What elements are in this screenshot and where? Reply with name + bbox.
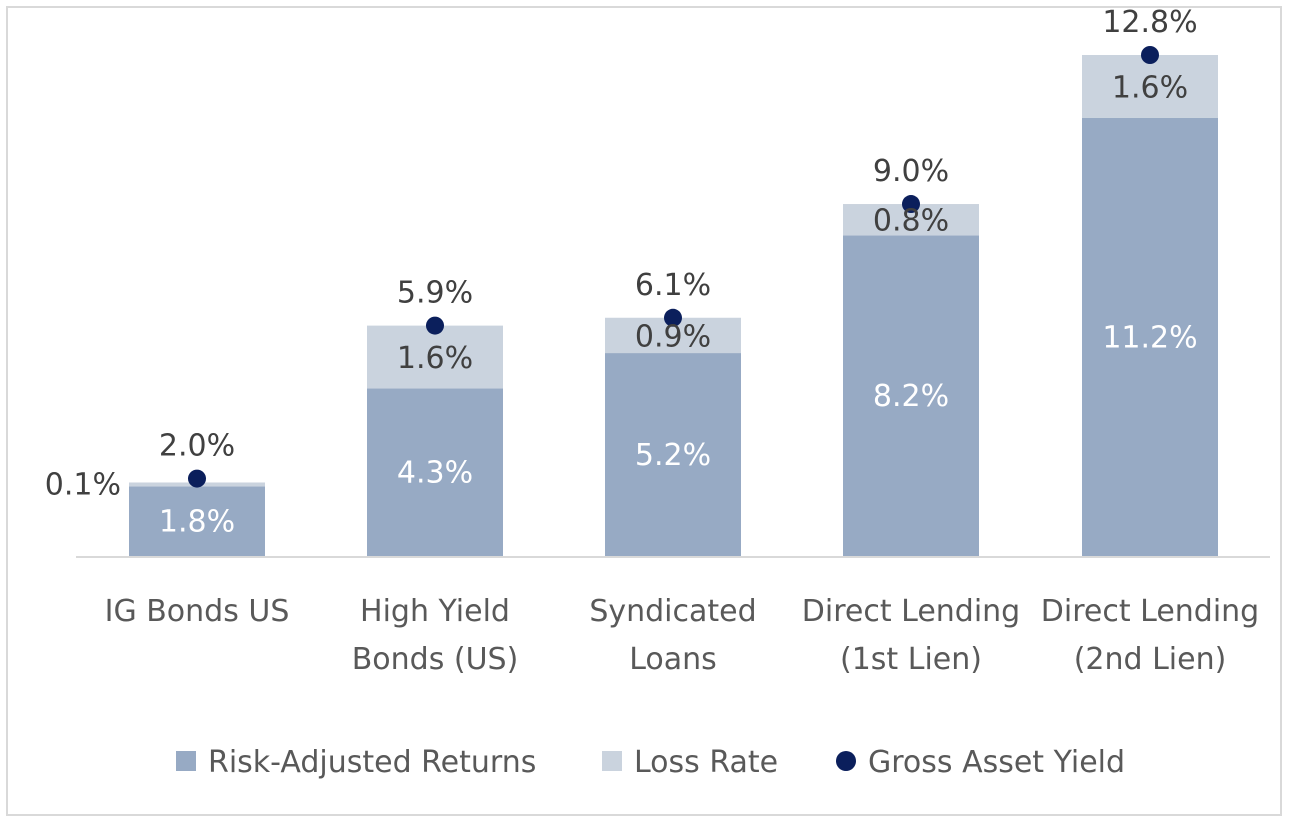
label-gross-yield-3: 9.0% [873, 154, 949, 189]
bar-risk-adjusted-4 [1082, 117, 1218, 557]
bar-loss-rate-1 [367, 325, 503, 389]
labels-layer: 1.8% 0.1% 2.0% IG Bonds US 4.3% 1.6% 5.9% High … [45, 5, 1259, 677]
category-label-3-0: Direct Lending [802, 594, 1020, 629]
label-gross-yield-1: 5.9% [397, 276, 473, 311]
legend-label-2: Gross Asset Yield [868, 745, 1125, 780]
legend: Risk-Adjusted Returns Loss Rate Gross Asse… [176, 745, 1125, 780]
legend-swatch-1 [602, 751, 622, 771]
bars-layer [129, 55, 1218, 557]
dot-gross-yield-4 [1141, 46, 1159, 64]
legend-swatch-0 [176, 751, 196, 771]
legend-label-0: Risk-Adjusted Returns [208, 745, 536, 780]
category-label-4-0: Direct Lending [1041, 594, 1259, 629]
stacked-bar-chart: 1.8% 0.1% 2.0% IG Bonds US 4.3% 1.6% 5.9% High … [45, 5, 1270, 780]
bar-risk-adjusted-3 [843, 235, 979, 557]
bar-risk-adjusted-0 [129, 486, 265, 557]
category-label-2-1: Loans [629, 642, 717, 677]
category-label-3-1: (1st Lien) [840, 642, 982, 677]
label-risk-adjusted-1: 4.3% [397, 456, 473, 491]
dot-gross-yield-0 [188, 469, 206, 488]
category-label-1-1: Bonds (US) [352, 642, 519, 677]
label-loss-rate-1: 1.6% [397, 341, 473, 376]
bar-loss-rate-4 [1082, 55, 1218, 118]
label-gross-yield-2: 6.1% [635, 268, 711, 303]
dot-gross-yield-3 [902, 195, 920, 214]
bar-risk-adjusted-1 [367, 388, 503, 557]
label-loss-rate-4: 1.6% [1112, 70, 1188, 105]
bar-risk-adjusted-2 [605, 353, 741, 557]
category-label-0-0: IG Bonds US [105, 594, 290, 629]
dot-gross-yield-1 [426, 316, 444, 335]
legend-swatch-2 [836, 751, 856, 771]
label-loss-rate-0: 0.1% [45, 467, 121, 502]
chart-frame: 1.8% 0.1% 2.0% IG Bonds US 4.3% 1.6% 5.9% High … [6, 5, 1282, 816]
label-risk-adjusted-2: 5.2% [635, 438, 711, 473]
dot-gross-yield-2 [664, 308, 682, 327]
category-label-1-0: High Yield [360, 594, 510, 629]
category-label-2-0: Syndicated [589, 594, 756, 629]
label-risk-adjusted-4: 11.2% [1102, 320, 1197, 355]
category-label-4-1: (2nd Lien) [1074, 642, 1227, 677]
label-gross-yield-4: 12.8% [1102, 8, 1197, 40]
label-risk-adjusted-0: 1.8% [159, 505, 235, 540]
label-risk-adjusted-3: 8.2% [873, 379, 949, 414]
label-gross-yield-0: 2.0% [159, 429, 235, 464]
legend-label-1: Loss Rate [634, 745, 778, 780]
label-loss-rate-3: 0.8% [873, 204, 949, 239]
label-loss-rate-2: 0.9% [635, 319, 711, 354]
